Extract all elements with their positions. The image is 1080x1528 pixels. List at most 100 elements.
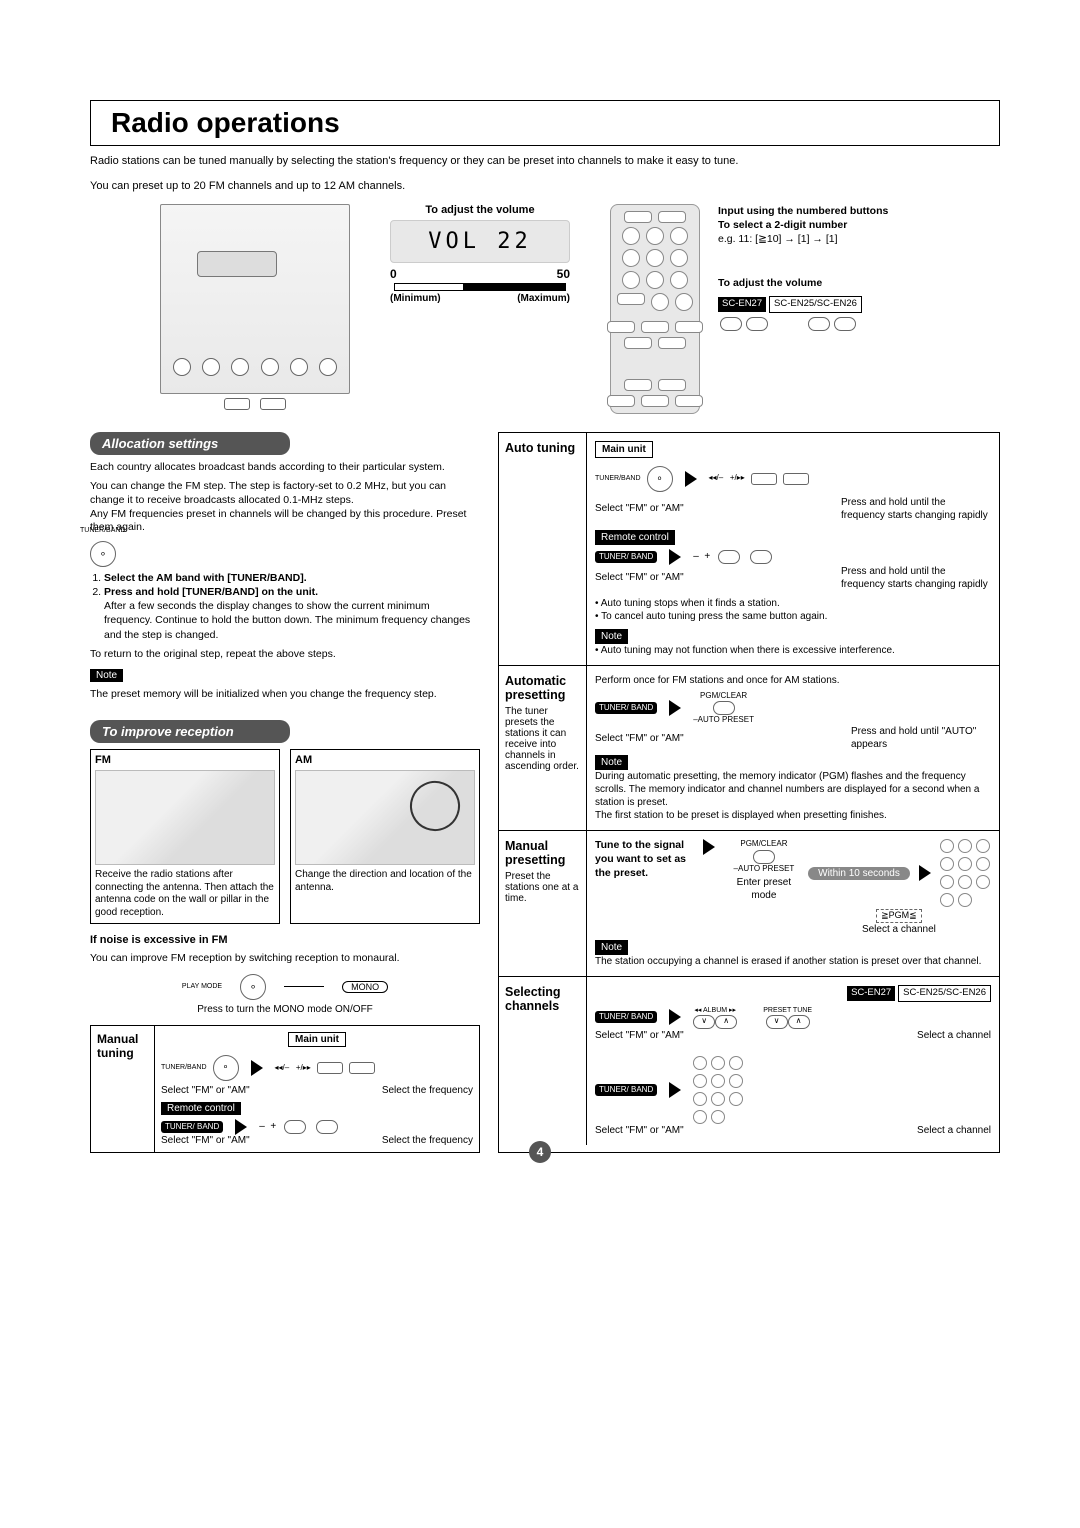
arrow-icon — [703, 839, 715, 855]
auto-b1: • Auto tuning stops when it finds a stat… — [595, 597, 991, 610]
sc-selch-1: Select a channel — [917, 1029, 991, 1042]
row-selecting: Selecting channels SC-EN27 SC-EN25/SC-EN… — [499, 977, 999, 1144]
step-2: Press and hold [TUNER/BAND] on the unit. — [104, 586, 318, 598]
auto-preset-title: Automatic presetting — [505, 674, 580, 702]
vol-max-label: (Maximum) — [517, 293, 570, 304]
autopreset-label-2: –AUTO PRESET — [731, 864, 797, 874]
input-heading: Input using the numbered buttons — [718, 204, 958, 218]
allocation-p2: You can change the FM step. The step is … — [90, 480, 480, 535]
arrow-icon — [669, 549, 681, 565]
main-unit-illustration — [160, 204, 350, 394]
tuner-band-badge: TUNER/ BAND — [595, 1084, 657, 1096]
tuner-band-badge: TUNER/ BAND — [595, 551, 657, 563]
within-badge: Within 10 seconds — [808, 867, 910, 880]
number-grid-icon — [693, 1056, 743, 1124]
fm-box: FM Receive the radio stations after conn… — [90, 749, 280, 924]
right-column: Auto tuning Main unit TUNER/BAND ∘ ◂◂/– … — [498, 432, 1000, 1153]
sel-fm-am-2: Select "FM" or "AM" — [161, 1135, 250, 1146]
remote-label-1: Remote control — [161, 1102, 241, 1115]
vol-heading-2: To adjust the volume — [718, 276, 958, 290]
pgm-label-2: PGM/CLEAR — [731, 839, 797, 849]
row-manual-preset: Manual presetting Preset the stations on… — [499, 831, 999, 977]
tuner-icon: ∘ — [213, 1055, 239, 1081]
main-unit-label: Main unit — [288, 1032, 346, 1047]
row-auto-preset: Automatic presetting The tuner presets t… — [499, 666, 999, 832]
volume-block: To adjust the volume VOL 22 0 50 (Minimu… — [390, 204, 570, 304]
remote-text: Input using the numbered buttons To sele… — [718, 204, 958, 332]
allocation-steps: Select the AM band with [TUNER/BAND]. Pr… — [90, 571, 480, 642]
row-auto-tuning: Auto tuning Main unit TUNER/BAND ∘ ◂◂/– … — [499, 433, 999, 666]
remote-illustration — [610, 204, 700, 414]
fm-caption: Receive the radio stations after connect… — [95, 869, 275, 919]
note-badge-1: Note — [90, 669, 123, 682]
preset-label: PRESET TUNE — [763, 1006, 812, 1015]
volume-heading: To adjust the volume — [390, 204, 570, 216]
mp-note: The station occupying a channel is erase… — [595, 955, 991, 968]
manual-tuning-head: Manual tuning — [91, 1026, 155, 1152]
manual-preset-head: Manual presetting Preset the stations on… — [499, 831, 587, 976]
arrow-icon — [685, 471, 697, 487]
left-column: Allocation settings Each country allocat… — [90, 432, 480, 1153]
note-text-1: The preset memory will be initialized wh… — [90, 688, 480, 702]
tuner-band-badge: TUNER/ BAND — [595, 1011, 657, 1023]
manual-preset-sub: Preset the stations one at a time. — [505, 871, 580, 904]
selecting-head: Selecting channels — [499, 977, 587, 1144]
number-grid-icon — [940, 839, 990, 907]
step-1: Select the AM band with [TUNER/BAND]. — [104, 572, 307, 584]
intro-1: Radio stations can be tuned manually by … — [90, 154, 1000, 169]
auto-note: • Auto tuning may not function when ther… — [595, 644, 991, 657]
vol-max: 50 — [557, 267, 570, 281]
pgm-label: PGM/CLEAR — [693, 691, 754, 701]
am-label: AM — [295, 754, 475, 766]
reception-header: To improve reception — [90, 720, 290, 743]
sc-sel-2: Select "FM" or "AM" — [595, 1124, 684, 1137]
volume-bar-icon — [394, 283, 566, 291]
sc-selch-2: Select a channel — [917, 1124, 991, 1137]
sc-sel-1: Select "FM" or "AM" — [595, 1029, 684, 1042]
mp-instr: Tune to the signal you want to set as th… — [595, 839, 687, 936]
mp-selch: Select a channel — [807, 923, 991, 936]
auto-hold-1: Press and hold until the frequency start… — [841, 496, 991, 522]
arrow-icon — [669, 1082, 681, 1098]
model-box-2: SC-EN25/SC-EN26 — [898, 985, 991, 1001]
allocation-p1: Each country allocates broadcast bands a… — [90, 461, 480, 475]
arrow-icon — [669, 700, 681, 716]
fm-label: FM — [95, 754, 275, 766]
auto-sel-1: Select "FM" or "AM" — [595, 502, 684, 515]
am-box: AM Change the direction and location of … — [290, 749, 480, 924]
intro-2: You can preset up to 20 FM channels and … — [90, 179, 1000, 194]
manual-tuning-body: Main unit TUNER/BAND ∘ ◂◂/– +/▸▸ Select … — [155, 1026, 479, 1152]
arrow-icon — [235, 1119, 247, 1135]
model-badge: SC-EN27 — [718, 297, 766, 312]
arrow-icon — [669, 1009, 681, 1025]
main-unit-block — [160, 204, 350, 410]
tuner-band-badge: TUNER/ BAND — [595, 702, 657, 714]
tuner-band-label: TUNER/BAND — [80, 527, 126, 534]
vol-min: 0 — [390, 267, 397, 281]
sel-fm-am-1: Select "FM" or "AM" — [161, 1085, 250, 1096]
page-number: 4 — [529, 1141, 551, 1163]
ap-sel: Select "FM" or "AM" — [595, 732, 684, 745]
ap-hold: Press and hold until "AUTO" appears — [851, 725, 991, 751]
top-diagram-row: To adjust the volume VOL 22 0 50 (Minimu… — [90, 204, 1000, 414]
model-badge-2: SC-EN27 — [847, 986, 895, 1000]
am-caption: Change the direction and location of the… — [295, 869, 475, 894]
page-title: Radio operations — [111, 107, 979, 139]
mp-enter: Enter preset mode — [731, 876, 797, 902]
tuner-icon: ∘ — [647, 466, 673, 492]
tuner-band-badge: TUNER/ BAND — [161, 1121, 223, 1133]
allocation-return: To return to the original step, repeat t… — [90, 648, 480, 662]
volume-display: VOL 22 — [390, 220, 570, 263]
autopreset-label: –AUTO PRESET — [693, 715, 754, 725]
album-label: ◂◂ ALBUM ▸▸ — [693, 1006, 737, 1015]
step-2-detail: After a few seconds the display changes … — [104, 600, 470, 640]
remote-label-2: Remote control — [595, 530, 675, 545]
sel-freq-1: Select the frequency — [382, 1085, 473, 1096]
auto-hold-2: Press and hold until the frequency start… — [841, 565, 991, 591]
arrow-icon — [251, 1060, 263, 1076]
auto-sel-2: Select "FM" or "AM" — [595, 571, 684, 584]
select-heading: To select a 2-digit number — [718, 218, 958, 232]
mono-badge: MONO — [342, 981, 388, 993]
note-badge-auto: Note — [595, 629, 628, 644]
note-badge-ap: Note — [595, 755, 628, 770]
